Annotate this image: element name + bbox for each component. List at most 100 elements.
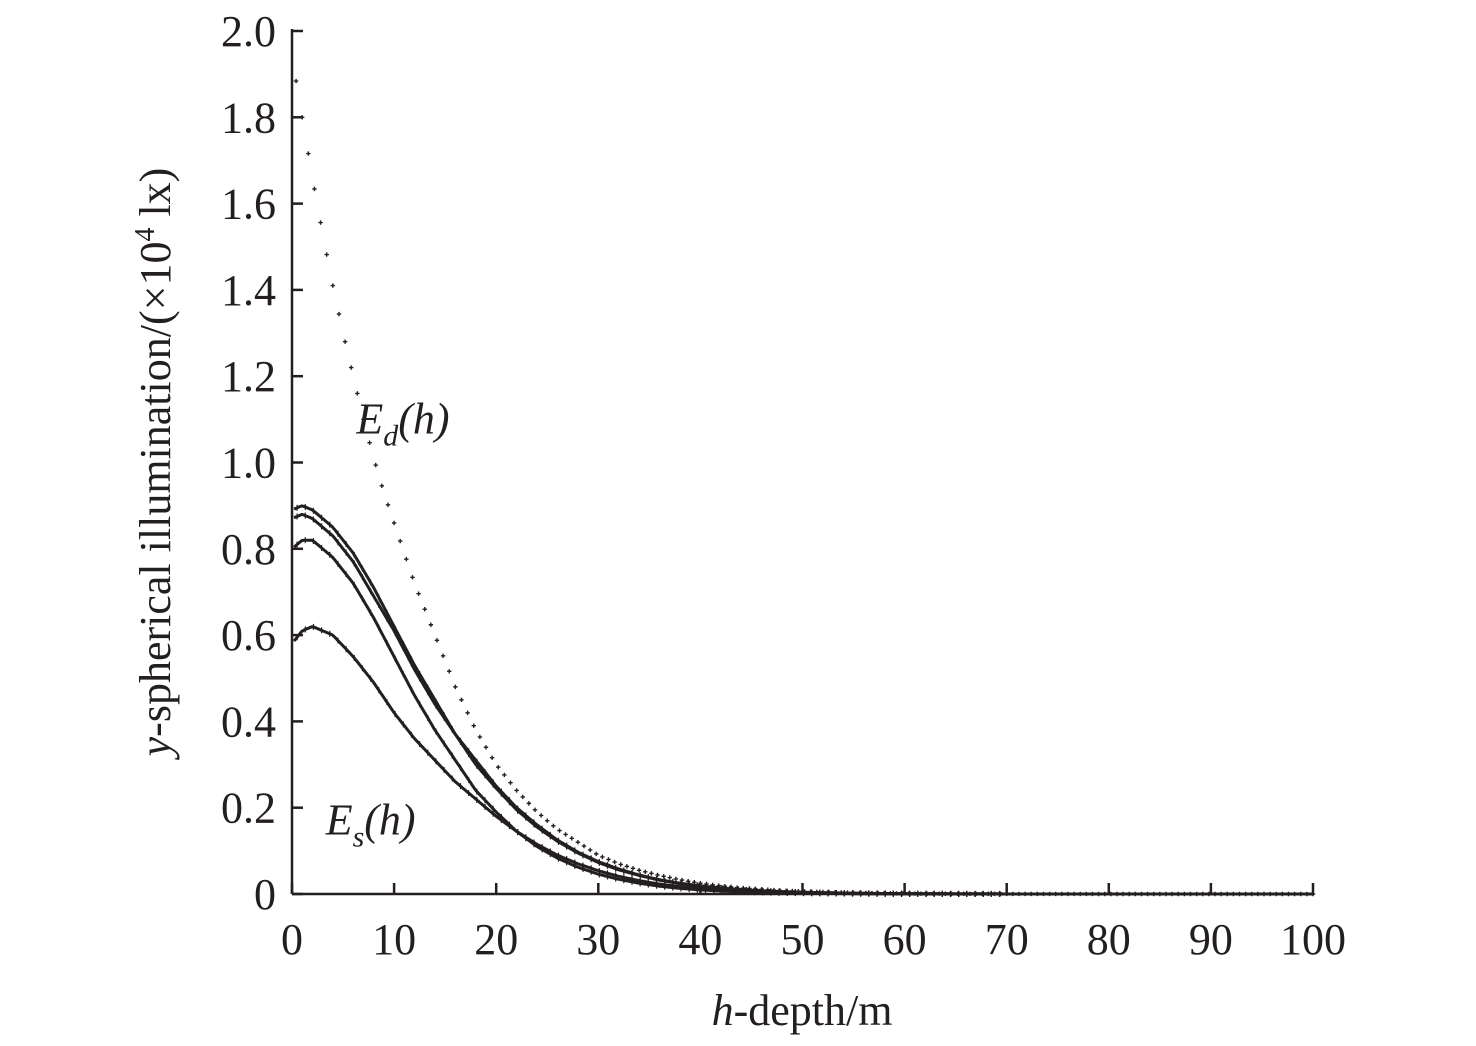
point — [606, 857, 611, 862]
point — [624, 864, 630, 869]
point — [538, 813, 544, 818]
point — [447, 669, 452, 674]
x-tick-label: 60 — [883, 915, 927, 964]
axes — [290, 29, 1314, 896]
y-tick-label: 0 — [254, 870, 276, 919]
point — [422, 607, 427, 612]
point — [502, 772, 507, 778]
point — [649, 871, 654, 876]
point — [594, 851, 599, 857]
point — [434, 638, 440, 643]
point — [575, 840, 581, 845]
point — [661, 874, 666, 879]
point — [312, 186, 317, 192]
curve-label-rest: (h) — [364, 796, 415, 845]
curve-label-main: E — [355, 394, 383, 443]
y-tick-label: 0.4 — [221, 697, 276, 746]
point — [306, 151, 311, 156]
point — [679, 877, 685, 883]
point — [520, 794, 525, 800]
point — [587, 847, 593, 853]
point — [453, 684, 458, 690]
point — [551, 823, 556, 829]
point — [361, 417, 366, 422]
x-tick-label: 40 — [678, 915, 722, 964]
y-tick-label: 0.2 — [221, 784, 276, 833]
y-tick-label: 2.0 — [221, 7, 276, 56]
point — [379, 483, 385, 489]
point — [581, 843, 587, 849]
y-axis-title-rest: -spherical illumination/(×10 — [131, 242, 180, 737]
y-axis-title-sup: 4 — [130, 228, 161, 242]
point — [336, 311, 342, 317]
curve-label-d: Ed(h) — [355, 394, 449, 452]
y-axis-title: y-spherical illumination/(×104 lx) — [130, 168, 180, 761]
point — [532, 807, 538, 813]
point — [636, 868, 642, 873]
point — [324, 252, 329, 257]
point — [416, 591, 421, 596]
point — [300, 115, 305, 120]
point — [428, 622, 434, 627]
series-layer — [292, 78, 1316, 897]
ticks: 0 10 20 30 40 50 60 70 80 90 100 0 0.2 0.4 0.6 0.8 1.0 1.… — [221, 7, 1346, 964]
point — [526, 801, 532, 806]
x-axis-title: h-depth/m — [712, 986, 893, 1035]
x-tick-label: 50 — [781, 915, 825, 964]
point — [330, 283, 336, 288]
series-line — [293, 504, 1313, 896]
y-tick-label: 1.0 — [221, 439, 276, 488]
y-tick-label: 1.8 — [221, 93, 276, 142]
point — [373, 462, 378, 468]
point — [557, 828, 562, 833]
y-tick-label: 1.4 — [221, 266, 276, 315]
y-axis-title-unit: lx) — [131, 168, 180, 228]
point — [483, 745, 489, 750]
point — [600, 854, 605, 860]
point — [477, 734, 483, 740]
y-tick-label: 0.6 — [221, 611, 276, 660]
point — [545, 818, 550, 823]
point — [508, 780, 513, 785]
point — [459, 697, 464, 703]
x-tick-label: 90 — [1189, 915, 1233, 964]
x-tick-label: 80 — [1087, 915, 1131, 964]
series-2 — [293, 503, 1313, 897]
point — [667, 875, 672, 880]
point — [489, 755, 495, 760]
x-axis-title-rest: -depth/m — [734, 986, 893, 1035]
point — [630, 866, 636, 871]
point — [465, 710, 470, 715]
point — [655, 872, 660, 878]
series-line — [293, 513, 1313, 896]
series-line — [292, 625, 1313, 896]
point — [514, 788, 519, 793]
point — [342, 339, 348, 344]
point — [398, 538, 403, 544]
point — [391, 520, 397, 526]
point — [685, 878, 691, 884]
point — [349, 365, 354, 370]
point — [471, 723, 476, 728]
curve-label-main: E — [325, 796, 353, 845]
curve-label-s: Es(h) — [325, 796, 416, 854]
point — [618, 862, 623, 867]
point — [569, 836, 574, 841]
x-tick-label: 0 — [281, 915, 303, 964]
y-tick-label: 1.2 — [221, 352, 276, 401]
point — [293, 78, 299, 84]
x-tick-label: 100 — [1280, 915, 1346, 964]
y-tick-label: 0.8 — [221, 525, 276, 574]
point — [404, 556, 409, 562]
curve-label-rest: (h) — [398, 394, 449, 443]
x-tick-label: 70 — [985, 915, 1029, 964]
x-axis-title-italic: h — [712, 986, 734, 1035]
point — [410, 575, 415, 580]
x-tick-label: 10 — [372, 915, 416, 964]
point — [643, 869, 648, 875]
point — [355, 391, 360, 396]
point — [673, 876, 679, 882]
point — [496, 764, 501, 770]
x-tick-label: 20 — [474, 915, 518, 964]
series-5 — [292, 623, 1313, 897]
